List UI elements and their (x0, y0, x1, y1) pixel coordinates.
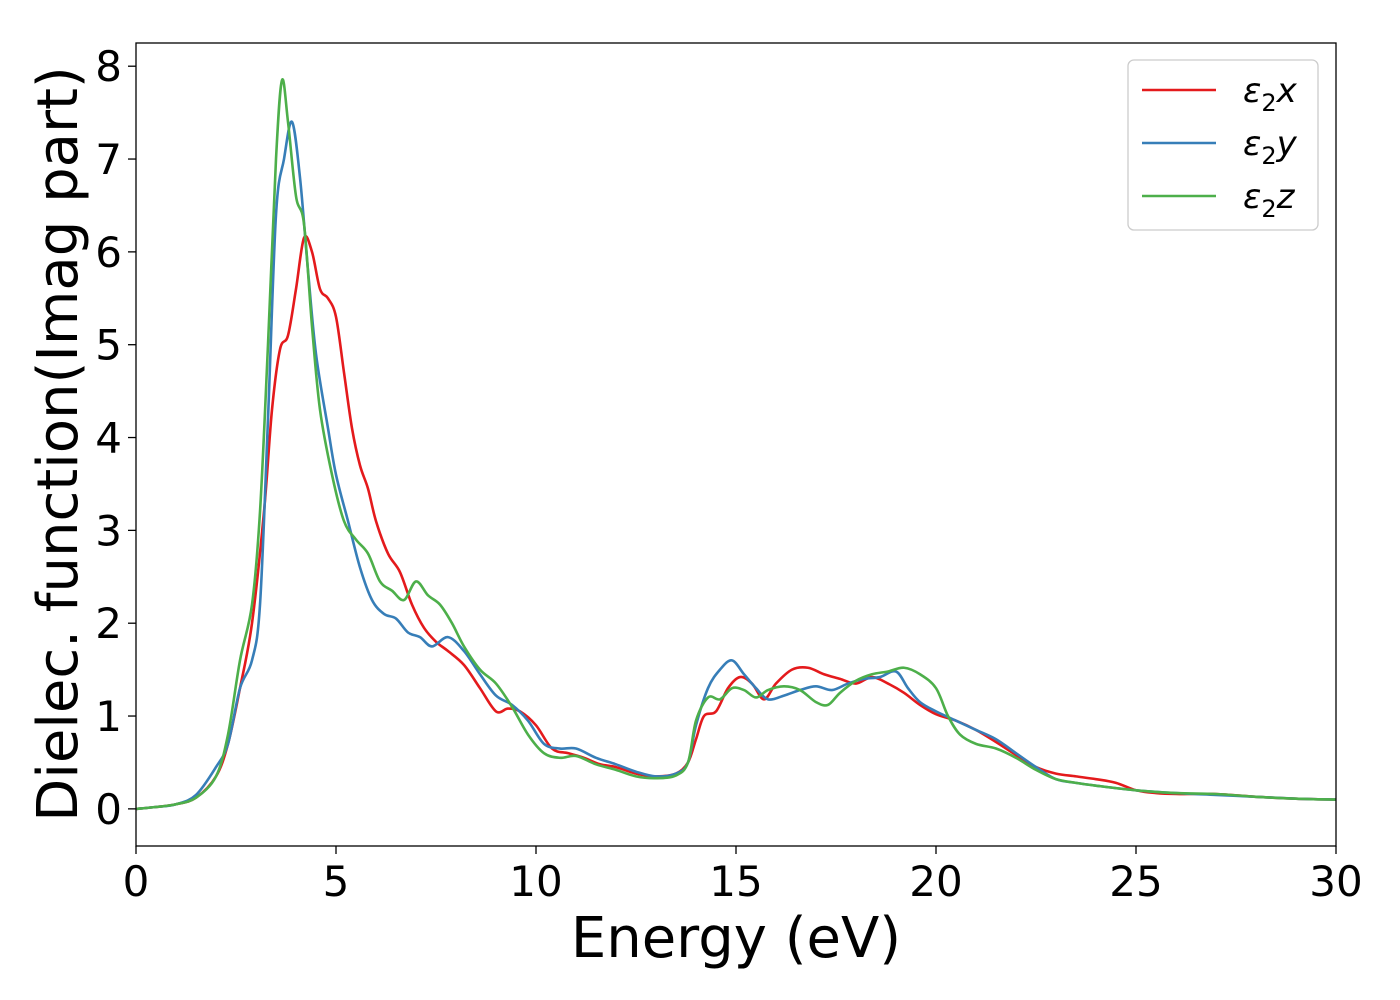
y-axis: 0 1 2 3 4 5 6 7 8 (95, 42, 136, 834)
x-axis-title: Energy (eV) (571, 906, 901, 971)
y-tick-label: 0 (95, 785, 122, 834)
x-axis: 0 5 10 15 20 25 30 (123, 846, 1363, 906)
x-tick-label: 5 (323, 857, 350, 906)
x-tick-label: 30 (1309, 857, 1362, 906)
legend: ε2x ε2y ε2z (1127, 59, 1319, 231)
y-tick-label: 3 (95, 506, 122, 555)
x-tick-label: 15 (709, 857, 762, 906)
legend-label-x: ε2x (1243, 71, 1298, 117)
y-tick-label: 7 (95, 135, 122, 184)
legend-label-y: ε2y (1243, 124, 1298, 170)
x-tick-label: 0 (123, 857, 150, 906)
y-tick-label: 6 (95, 228, 122, 277)
x-tick-label: 25 (1109, 857, 1162, 906)
x-tick-label: 20 (909, 857, 962, 906)
y-tick-label: 8 (95, 42, 122, 91)
legend-box (1127, 59, 1319, 231)
y-tick-label: 1 (95, 692, 122, 741)
series-line-z (136, 78, 1336, 811)
y-axis-title: Dielec. function(Imag part) (26, 66, 91, 822)
y-tick-label: 5 (95, 321, 122, 370)
series-layer (136, 78, 1336, 811)
x-tick-label: 10 (509, 857, 562, 906)
series-line-y (136, 120, 1336, 811)
legend-label-z: ε2z (1243, 177, 1296, 223)
y-tick-label: 4 (95, 414, 122, 463)
y-tick-label: 2 (95, 599, 122, 648)
